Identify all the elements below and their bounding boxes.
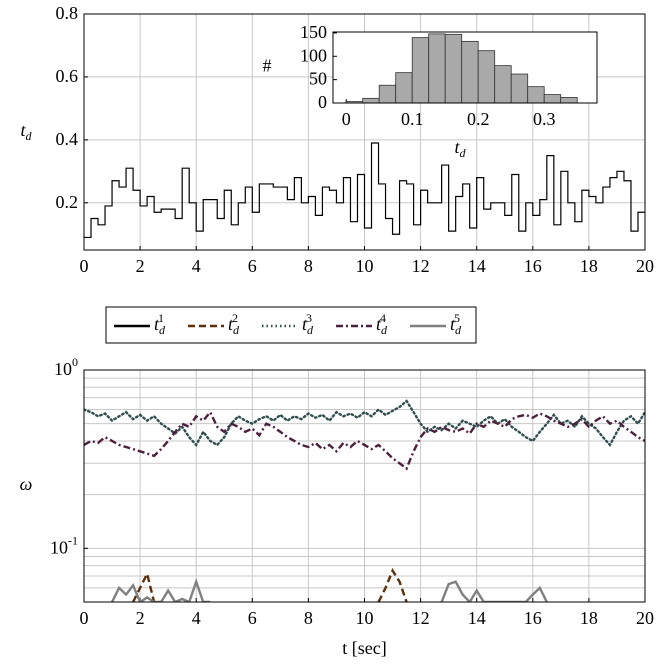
histogram-bar bbox=[543, 94, 562, 104]
data-line bbox=[440, 580, 548, 602]
y-tick-label: 0.2 bbox=[56, 192, 79, 212]
legend-box bbox=[105, 306, 477, 344]
x-tick-label: 8 bbox=[304, 256, 313, 276]
data-line bbox=[84, 409, 645, 471]
histogram-bar bbox=[411, 37, 430, 104]
x-tick-label: 14 bbox=[468, 608, 486, 628]
histogram-bar bbox=[560, 96, 578, 104]
y-axis-label: td bbox=[20, 120, 32, 143]
x-tick-label: 10 bbox=[356, 256, 374, 276]
y-tick-label: 100 bbox=[300, 45, 327, 65]
y-tick-label: 10-1 bbox=[50, 533, 78, 557]
axes-frame bbox=[83, 369, 646, 603]
y-tick-label: 0.6 bbox=[56, 66, 79, 86]
inset-y-label: # bbox=[263, 56, 272, 76]
data-line bbox=[84, 142, 645, 239]
data-line bbox=[377, 567, 408, 602]
histogram-bar bbox=[477, 50, 496, 104]
x-tick-label: 12 bbox=[412, 256, 430, 276]
x-tick-label: 14 bbox=[468, 256, 486, 276]
inset-x-label: td bbox=[454, 137, 466, 160]
data-line bbox=[110, 578, 211, 602]
x-tick-label: 16 bbox=[524, 256, 542, 276]
legend-label: td3 bbox=[302, 311, 314, 337]
histogram-bar bbox=[494, 65, 512, 104]
histogram-bar bbox=[510, 73, 529, 104]
x-tick-label: 0 bbox=[80, 256, 89, 276]
histogram-bar bbox=[428, 33, 446, 104]
x-tick-label: 6 bbox=[248, 256, 257, 276]
x-tick-label: 16 bbox=[524, 608, 542, 628]
histogram-bar bbox=[527, 86, 545, 104]
y-tick-label: 0.8 bbox=[56, 3, 79, 23]
x-tick-label: 20 bbox=[636, 608, 654, 628]
x-tick-label: 10 bbox=[356, 608, 374, 628]
x-axis-label: t [sec] bbox=[342, 638, 386, 658]
x-tick-label: 0 bbox=[80, 608, 89, 628]
x-tick-label: 2 bbox=[136, 256, 145, 276]
x-tick-label: 0.2 bbox=[467, 109, 490, 129]
plot-lines bbox=[84, 142, 645, 239]
x-tick-label: 2 bbox=[136, 608, 145, 628]
plot-lines bbox=[84, 399, 645, 602]
inset-frame bbox=[332, 31, 598, 104]
x-tick-label: 8 bbox=[304, 608, 313, 628]
legend-label: td5 bbox=[450, 311, 462, 337]
histogram-bar bbox=[362, 97, 380, 104]
x-tick-label: 18 bbox=[580, 608, 598, 628]
legend-label: td2 bbox=[228, 311, 240, 337]
histogram-bar bbox=[444, 33, 463, 104]
y-tick-label: 0 bbox=[318, 92, 327, 112]
x-tick-label: 0.3 bbox=[533, 109, 556, 129]
histogram-bar bbox=[378, 84, 397, 104]
x-tick-label: 20 bbox=[636, 256, 654, 276]
data-line bbox=[132, 570, 156, 602]
y-axis-label: ω bbox=[20, 474, 33, 494]
legend-label: td4 bbox=[376, 311, 388, 337]
x-tick-label: 0.1 bbox=[401, 109, 424, 129]
x-tick-label: 0 bbox=[342, 109, 351, 129]
x-tick-label: 12 bbox=[412, 608, 430, 628]
histogram-bar bbox=[395, 72, 413, 104]
y-tick-label: 150 bbox=[300, 22, 327, 42]
legend-label: td1 bbox=[154, 311, 166, 337]
axes-frame bbox=[83, 13, 646, 251]
y-tick-label: 50 bbox=[309, 69, 327, 89]
histogram-bar bbox=[461, 40, 479, 104]
x-tick-label: 18 bbox=[580, 256, 598, 276]
x-tick-label: 4 bbox=[192, 608, 201, 628]
x-tick-label: 4 bbox=[192, 256, 201, 276]
y-tick-label: 0.4 bbox=[56, 129, 79, 149]
x-tick-label: 6 bbox=[248, 608, 257, 628]
y-tick-label: 100 bbox=[54, 355, 78, 379]
